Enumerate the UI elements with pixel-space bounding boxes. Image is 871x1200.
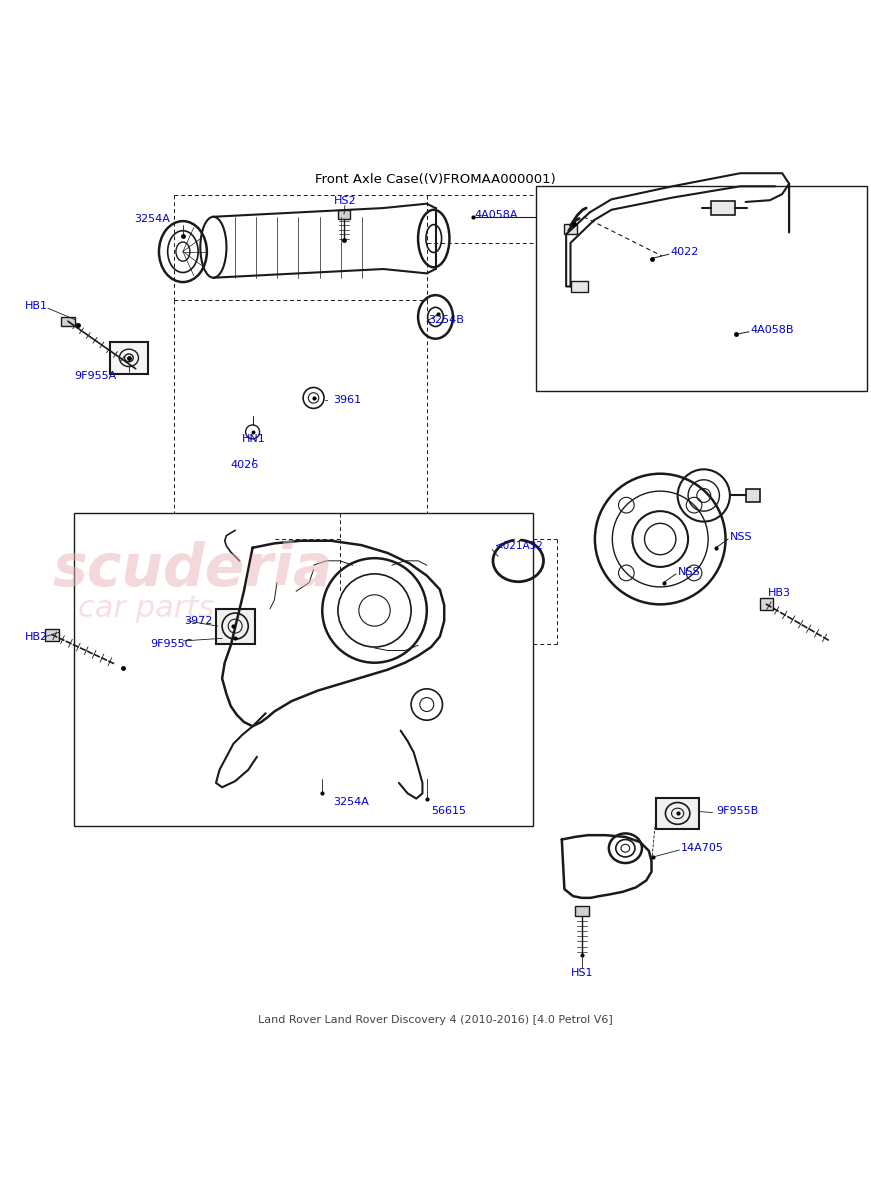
- Bar: [571, 281, 588, 292]
- Text: scuderia: scuderia: [52, 541, 333, 598]
- Text: 9F955C: 9F955C: [150, 638, 192, 648]
- Text: 4A058A: 4A058A: [475, 210, 518, 220]
- Text: Land Rover Land Rover Discovery 4 (2010-2016) [4.0 Petrol V6]: Land Rover Land Rover Discovery 4 (2010-…: [258, 1015, 613, 1025]
- Text: 4022: 4022: [671, 246, 699, 257]
- Text: 56615: 56615: [431, 805, 466, 816]
- Text: HN1: HN1: [242, 434, 266, 444]
- Text: HS2: HS2: [334, 196, 356, 206]
- Bar: [746, 488, 760, 503]
- Text: NSS: NSS: [678, 568, 700, 577]
- Text: Front Axle Case((V)FROMAA000001): Front Axle Case((V)FROMAA000001): [315, 173, 556, 186]
- Text: 9F955A: 9F955A: [74, 371, 117, 382]
- Text: NSS: NSS: [730, 533, 753, 542]
- Text: 3254A: 3254A: [134, 215, 171, 224]
- Text: 9F955B: 9F955B: [716, 805, 759, 816]
- Bar: [216, 608, 255, 643]
- Bar: [61, 317, 75, 325]
- Text: 3254A: 3254A: [333, 797, 368, 808]
- Bar: [74, 512, 533, 827]
- Text: HB3: HB3: [768, 588, 791, 598]
- Bar: [656, 798, 699, 829]
- Text: 4A058B: 4A058B: [751, 325, 794, 335]
- Text: HS1: HS1: [571, 967, 593, 978]
- Text: 14A705: 14A705: [681, 844, 724, 853]
- Text: car parts: car parts: [78, 594, 214, 623]
- Bar: [711, 202, 735, 215]
- Text: 3254B: 3254B: [429, 314, 464, 324]
- Bar: [45, 629, 59, 641]
- Text: HB2: HB2: [24, 631, 48, 642]
- Bar: [575, 906, 589, 916]
- Bar: [338, 210, 350, 218]
- Text: <021A32: <021A32: [495, 541, 544, 551]
- Text: HB1: HB1: [24, 301, 47, 311]
- Text: 3972: 3972: [185, 616, 213, 626]
- Bar: [536, 186, 867, 391]
- Text: 4026: 4026: [231, 460, 259, 470]
- Text: 3961: 3961: [333, 395, 361, 404]
- Bar: [564, 223, 577, 234]
- Bar: [110, 342, 148, 373]
- Bar: [760, 599, 773, 611]
